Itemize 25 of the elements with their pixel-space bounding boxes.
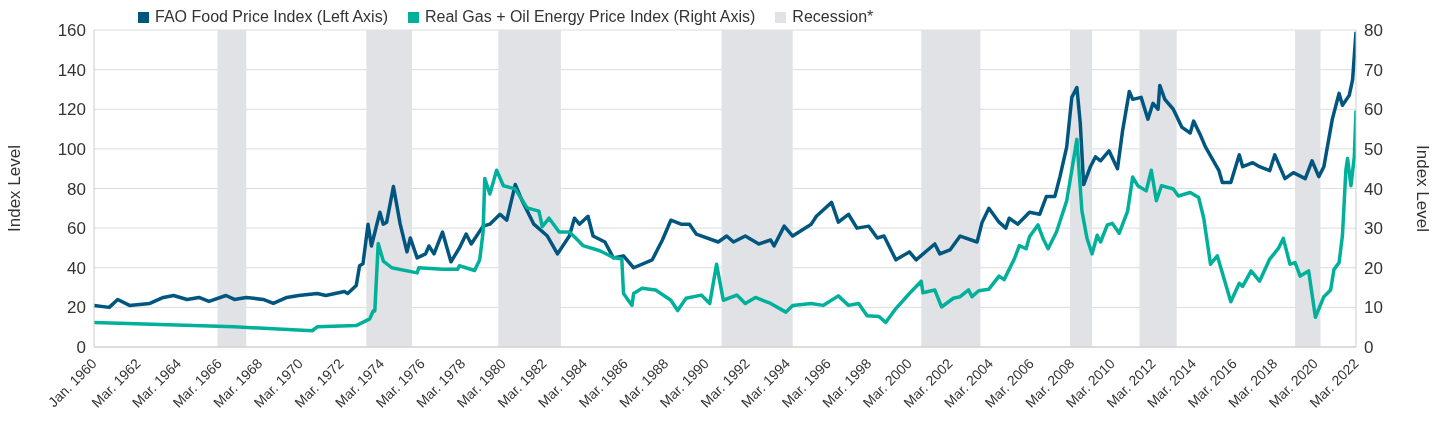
y-tick-label: 120 [57,100,86,120]
y-tick-label: 60 [67,219,86,239]
y-axis-title: Index Level [5,145,25,232]
y-tick-label: 80 [67,179,86,199]
y2-tick-label: 40 [1364,179,1383,199]
y-tick-label: 160 [57,21,86,41]
y2-tick-label: 20 [1364,258,1383,278]
line-series [94,108,1356,333]
legend-label: Recession* [792,8,874,26]
y2-tick-label: 0 [1364,338,1374,358]
y2-tick-label: 80 [1364,21,1383,41]
y2-tick-label: 30 [1364,219,1383,239]
y2-tick-label: 10 [1364,298,1383,318]
y2-tick-label: 70 [1364,60,1383,80]
y-tick-label: 100 [57,139,86,159]
legend-label: FAO Food Price Index (Left Axis) [155,8,388,26]
y2-tick-label: 60 [1364,100,1383,120]
y-tick-label: 20 [67,298,86,318]
y2-tick-label: 50 [1364,139,1383,159]
y-tick-label: 140 [57,60,86,80]
line-series [94,30,1356,310]
y2-axis-title: Index Level [1412,145,1432,232]
y-tick-label: 0 [76,338,86,358]
y-tick-label: 40 [67,258,86,278]
legend-label: Real Gas + Oil Energy Price Index (Right Axis) [424,8,756,26]
